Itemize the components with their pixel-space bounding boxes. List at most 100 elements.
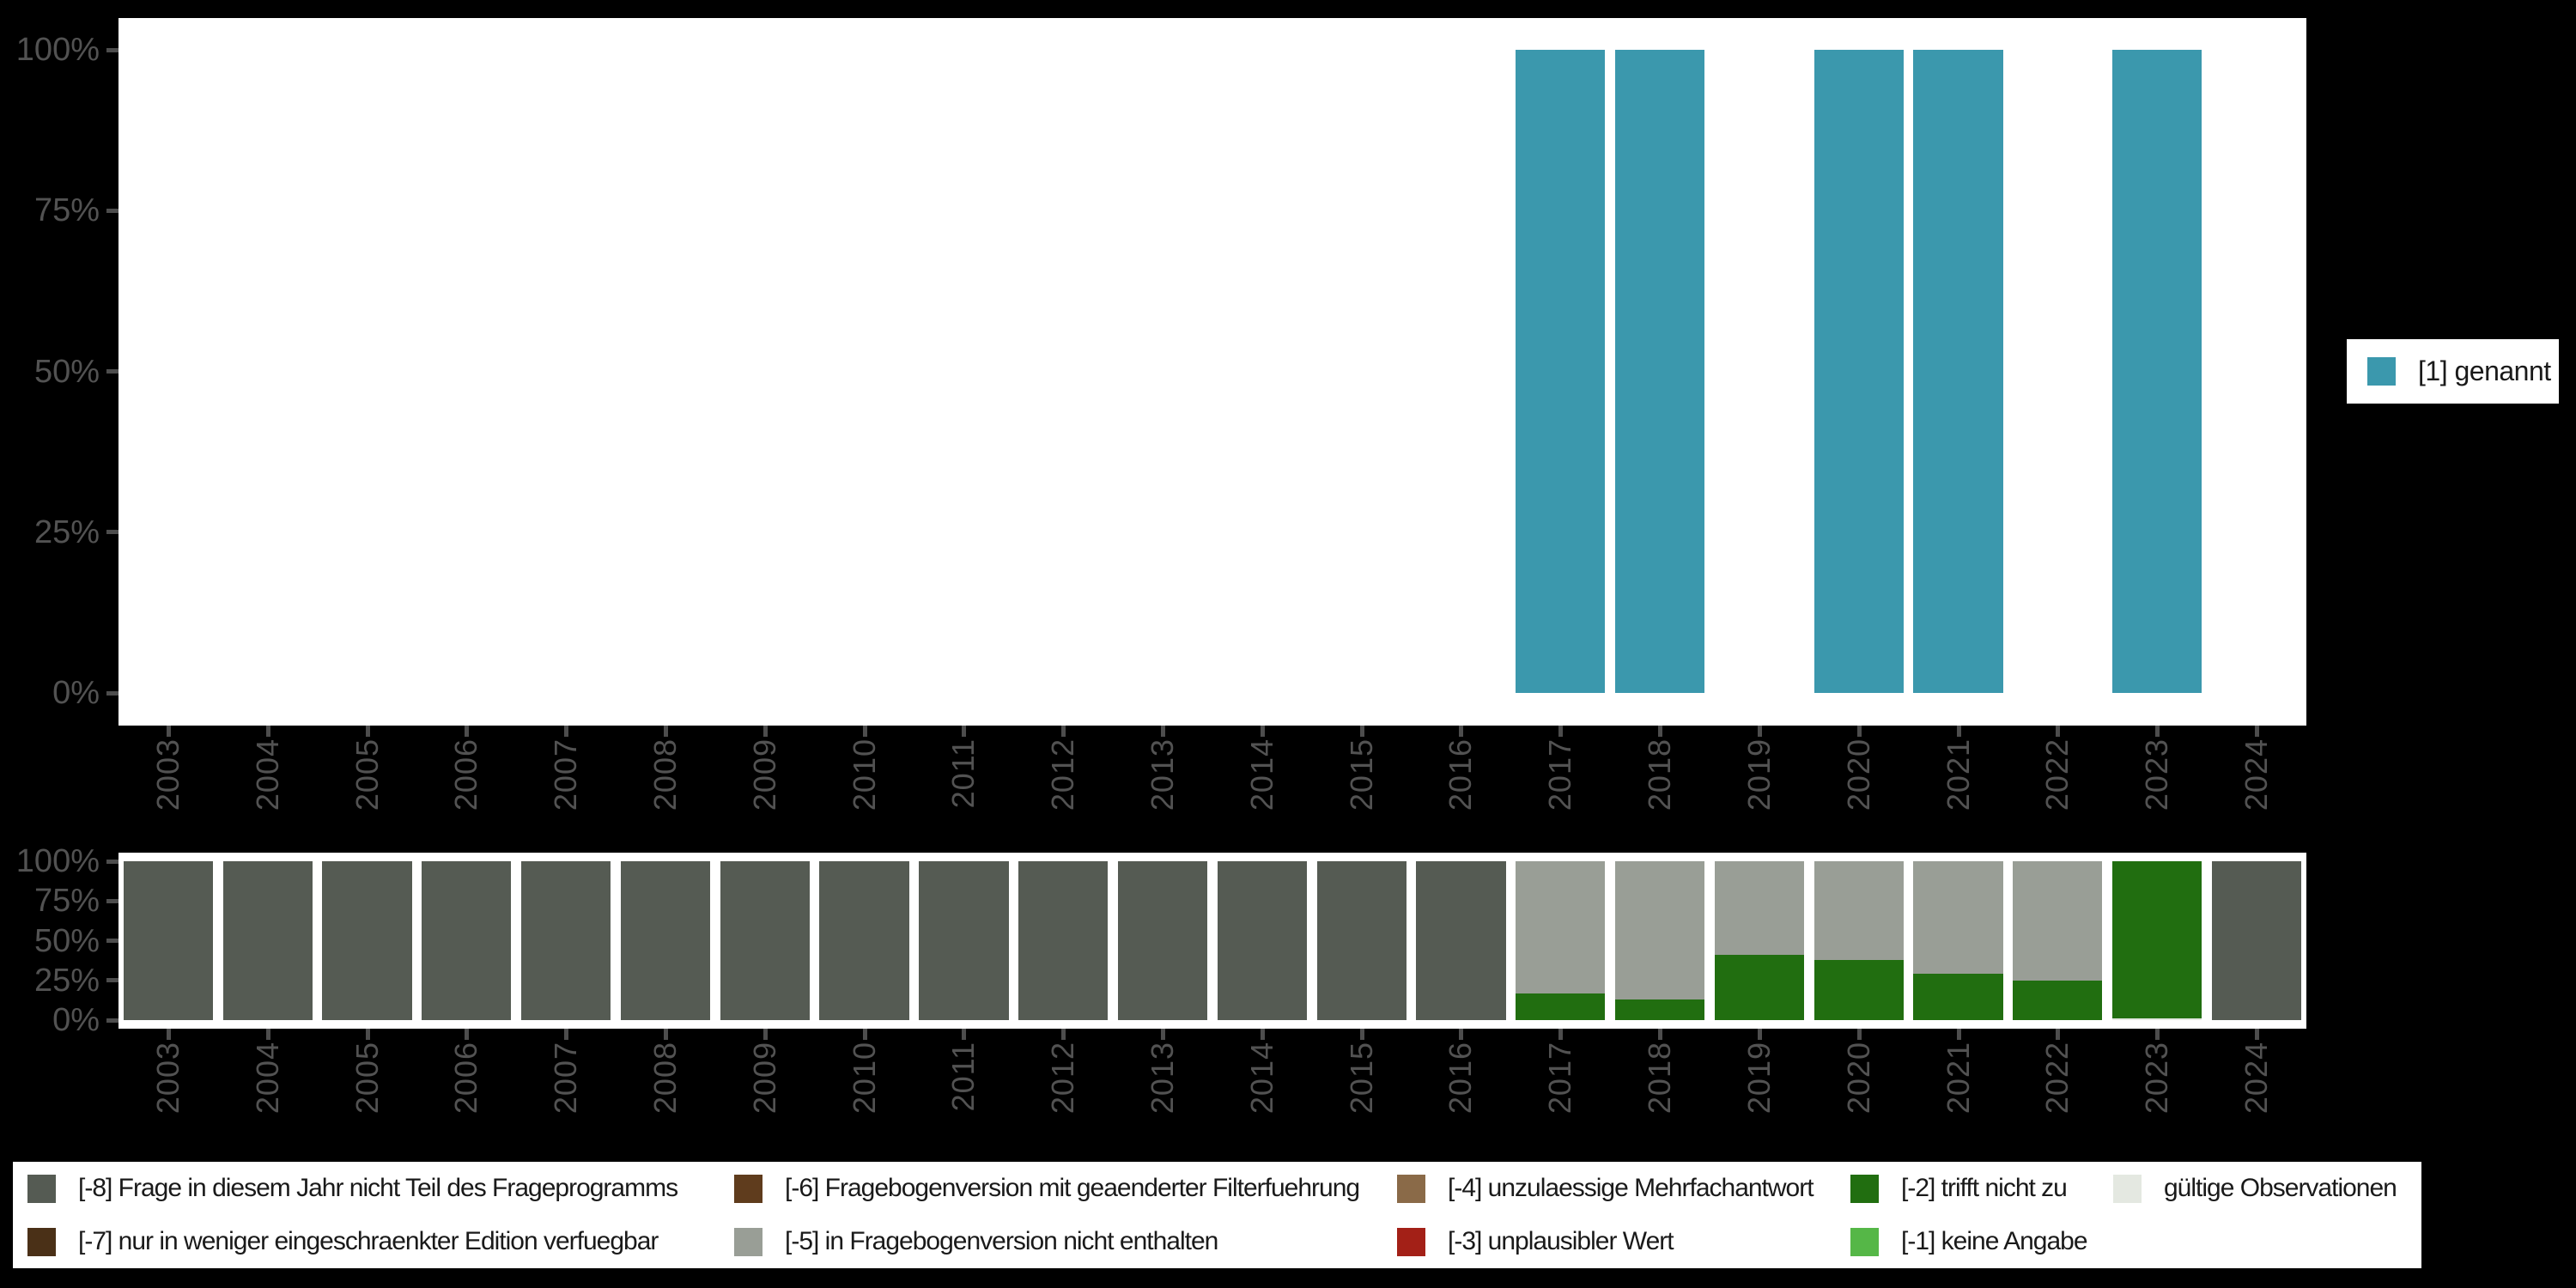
bar-segment-2012--8 — [1018, 861, 1109, 1020]
x-label-2005: 2005 — [349, 1042, 385, 1115]
bar-segment-2019--2 — [1714, 955, 1804, 1020]
x-tick-2004 — [265, 1029, 270, 1040]
x-label-2021: 2021 — [1940, 1042, 1976, 1115]
bar-segment-2016--8 — [1416, 861, 1506, 1020]
top-chart-slot-2014: 2014 — [1212, 18, 1312, 811]
bottom-chart-y-tick-75 — [106, 898, 118, 903]
bottom-chart-slot-2021: 2021 — [1909, 853, 2008, 1114]
x-tick-2019 — [1757, 726, 1762, 737]
bottom-chart-slot-2018: 2018 — [1610, 853, 1710, 1114]
top-chart-panel: 2003 2004 2005 2006 2007 2008 2009 2010 2011 2012… — [16, 18, 2306, 811]
top-chart-slot-2022: 2022 — [2008, 18, 2107, 811]
top-chart-y-label-75: 75% — [33, 192, 100, 229]
top-chart-slot-2024: 2024 — [2207, 18, 2306, 811]
x-label-2003: 2003 — [149, 738, 185, 811]
x-tick-2006 — [465, 726, 470, 737]
legend-label--8: [-8] Frage in diesem Jahr nicht Teil des… — [78, 1174, 678, 1202]
bottom-chart-slot-2020: 2020 — [1809, 853, 1909, 1114]
x-tick-2014 — [1260, 726, 1265, 737]
x-label-2004: 2004 — [249, 1042, 285, 1115]
x-tick-2019 — [1757, 1029, 1762, 1040]
bottom-chart-slot-2006: 2006 — [416, 853, 516, 1114]
legend-label--2: [-2] trifft nicht zu — [1901, 1174, 2068, 1202]
x-label-2011: 2011 — [945, 1042, 981, 1112]
top-chart-slot-2004: 2004 — [218, 18, 318, 811]
top-chart-y-tick-25 — [106, 530, 118, 535]
top-chart-slot-2008: 2008 — [616, 18, 715, 811]
x-tick-2013 — [1161, 726, 1166, 737]
bottom-chart-y-label-75: 75% — [33, 883, 100, 920]
x-tick-2024 — [2254, 1029, 2259, 1040]
x-tick-2022 — [2056, 726, 2061, 737]
x-label-2022: 2022 — [2039, 1042, 2075, 1115]
bar-segment-2009--8 — [720, 861, 810, 1020]
x-label-2006: 2006 — [448, 738, 484, 811]
x-label-2016: 2016 — [1443, 1042, 1479, 1115]
bottom-chart-slot-2004: 2004 — [218, 853, 318, 1114]
x-label-2022: 2022 — [2039, 738, 2075, 811]
x-label-2017: 2017 — [1542, 1042, 1578, 1115]
legend-label--7: [-7] nur in weniger eingeschraenkter Edi… — [78, 1227, 659, 1255]
x-tick-2016 — [1459, 726, 1464, 737]
bar-segment-2013--8 — [1117, 861, 1208, 1020]
legend-missing-values: [-8] Frage in diesem Jahr nicht Teil des… — [13, 1162, 2421, 1268]
x-label-2023: 2023 — [2139, 738, 2175, 811]
x-tick-2010 — [862, 726, 867, 737]
bottom-chart-y-label-50: 50% — [33, 922, 100, 959]
legend-item--8: [-8] Frage in diesem Jahr nicht Teil des… — [27, 1162, 734, 1215]
bottom-chart-slot-2009: 2009 — [715, 853, 815, 1114]
top-chart-slot-2012: 2012 — [1013, 18, 1113, 811]
legend-label--6: [-6] Fragebogenversion mit geaenderter F… — [785, 1174, 1360, 1202]
bottom-chart-y-label-0: 0% — [52, 1002, 100, 1038]
bottom-chart-y-label-25: 25% — [33, 962, 100, 999]
bottom-chart-slot-2015: 2015 — [1312, 853, 1412, 1114]
x-label-2023: 2023 — [2139, 1042, 2175, 1115]
x-label-2010: 2010 — [846, 738, 882, 811]
bottom-chart-slot-2013: 2013 — [1113, 853, 1212, 1114]
legend-label-genannt: [1] genannt — [2418, 355, 2551, 386]
x-label-2020: 2020 — [1840, 1042, 1876, 1115]
legend-label--3: [-3] unplausibler Wert — [1448, 1227, 1674, 1255]
top-chart-slot-2007: 2007 — [516, 18, 616, 811]
bottom-chart-slot-2010: 2010 — [815, 853, 914, 1114]
x-label-2004: 2004 — [249, 738, 285, 811]
legend-item--3: [-3] unplausibler Wert — [1397, 1215, 1850, 1268]
legend-item--6: [-6] Fragebogenversion mit geaenderter F… — [734, 1162, 1397, 1215]
top-chart-y-label-100: 100% — [15, 32, 100, 68]
bottom-chart-slot-2022: 2022 — [2008, 853, 2107, 1114]
top-chart-y-tick-100 — [106, 47, 118, 52]
x-tick-2015 — [1359, 726, 1364, 737]
legend-genannt: [1] genannt — [2347, 339, 2559, 404]
x-label-2003: 2003 — [149, 1042, 185, 1115]
x-tick-2003 — [166, 726, 171, 737]
bar-segment-2014--8 — [1217, 861, 1307, 1020]
x-tick-2023 — [2155, 1029, 2160, 1040]
x-tick-2014 — [1260, 1029, 1265, 1040]
x-label-2008: 2008 — [647, 738, 683, 811]
bar-segment-2022--5 — [2013, 861, 2103, 981]
bottom-chart-panel: 2003 2004 2005 2006 2007 2008 2009 2010 2011 2012… — [16, 845, 2306, 1114]
x-tick-2011 — [962, 726, 967, 737]
bar-segment-2005--8 — [322, 861, 412, 1020]
x-tick-2017 — [1558, 1029, 1564, 1040]
bar-segment-2004--8 — [222, 861, 313, 1020]
legend-item--2: [-2] trifft nicht zu — [1850, 1162, 2113, 1215]
x-tick-2004 — [265, 726, 270, 737]
legend-label--4: [-4] unzulaessige Mehrfachantwort — [1448, 1174, 1814, 1202]
bar-segment-2019--5 — [1714, 861, 1804, 956]
bar-segment-2021--2 — [1913, 974, 2003, 1020]
legend-swatch--5 — [734, 1227, 762, 1256]
top-chart-plot-area: 2003 2004 2005 2006 2007 2008 2009 2010 2011 2012… — [118, 18, 2306, 811]
x-tick-2024 — [2254, 726, 2259, 737]
x-tick-2007 — [564, 726, 569, 737]
x-label-2024: 2024 — [2238, 738, 2274, 811]
bar-segment-2017--5 — [1516, 861, 1606, 993]
x-label-2024: 2024 — [2238, 1042, 2274, 1115]
legend-swatch--8 — [27, 1174, 56, 1203]
legend-swatch--7 — [27, 1227, 56, 1256]
x-tick-2021 — [1956, 726, 1961, 737]
top-chart-slot-2011: 2011 — [914, 18, 1014, 808]
legend-label-valid: gültige Observationen — [2164, 1174, 2397, 1202]
legend-swatch--2 — [1850, 1174, 1879, 1203]
